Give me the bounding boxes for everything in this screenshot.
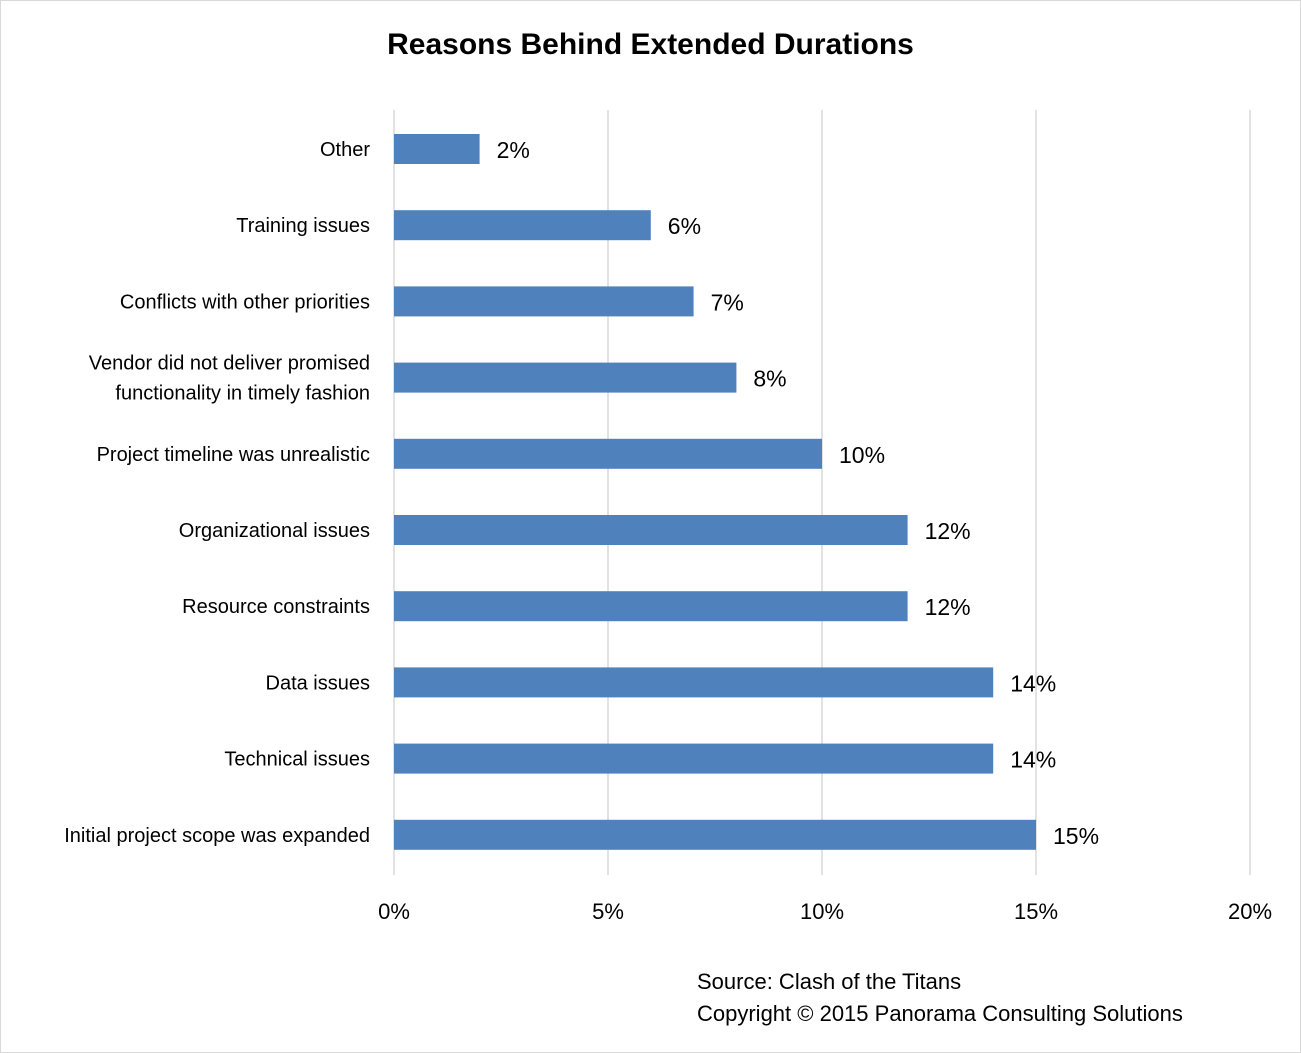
bar-training-issues xyxy=(394,210,651,241)
x-tick-label-5: 5% xyxy=(592,899,624,924)
data-label-conflicts-with-other-priorities: 7% xyxy=(711,289,744,315)
category-label-data-issues: Data issues xyxy=(266,672,371,694)
category-label-other: Other xyxy=(320,139,370,161)
bar-data-issues xyxy=(394,667,994,698)
category-labels: Other Training issues Conflicts with other… xyxy=(64,139,370,847)
category-label-training-issues: Training issues xyxy=(236,215,370,237)
category-label-conflicts-with-other-priorities: Conflicts with other priorities xyxy=(120,291,370,313)
data-label-other: 2% xyxy=(497,137,530,163)
copyright-note: Copyright © 2015 Panorama Consulting Sol… xyxy=(697,1001,1183,1026)
data-label-technical-issues: 14% xyxy=(1010,747,1056,773)
data-label-data-issues: 14% xyxy=(1010,670,1056,696)
x-axis-tick-labels: 0% 5% 10% 15% 20% xyxy=(378,899,1272,924)
category-label-initial-project-scope-was-expanded: Initial project scope was expanded xyxy=(64,825,370,847)
category-label-technical-issues: Technical issues xyxy=(224,749,370,771)
category-label-project-timeline-was-unrealistic: Project timeline was unrealistic xyxy=(97,444,370,466)
bar-other xyxy=(394,134,480,164)
x-tick-label-15: 15% xyxy=(1014,899,1058,924)
category-label-vendor-did-not-deliver-promised-functionality-in-timely-fashion: Vendor did not deliver promised functiona… xyxy=(89,353,370,405)
data-labels: 2% 6% 7% 8% 10% 12% 12% 14% 14% 15% xyxy=(497,137,1099,849)
bar-technical-issues xyxy=(394,743,994,774)
data-label-training-issues: 6% xyxy=(668,213,701,239)
bar-vendor-did-not-deliver-promised-functionality-in-timely-fashion xyxy=(394,362,737,393)
bar-resource-constraints xyxy=(394,591,908,622)
bar-conflicts-with-other-priorities xyxy=(394,286,694,317)
x-tick-label-0: 0% xyxy=(378,899,410,924)
bar-project-timeline-was-unrealistic xyxy=(394,438,822,469)
data-label-vendor-did-not-deliver-promised-functionality-in-timely-fashion: 8% xyxy=(753,366,786,392)
bars xyxy=(394,134,1036,850)
x-tick-label-10: 10% xyxy=(800,899,844,924)
data-label-organizational-issues: 12% xyxy=(925,518,971,544)
bar-initial-project-scope-was-expanded xyxy=(394,819,1036,850)
data-label-resource-constraints: 12% xyxy=(925,594,971,620)
category-label-organizational-issues: Organizational issues xyxy=(179,520,370,542)
x-tick-label-20: 20% xyxy=(1228,899,1272,924)
source-note: Source: Clash of the Titans xyxy=(697,969,962,994)
category-label-resource-constraints: Resource constraints xyxy=(182,596,370,618)
chart-title: Reasons Behind Extended Durations xyxy=(387,28,914,61)
data-label-initial-project-scope-was-expanded: 15% xyxy=(1053,823,1099,849)
data-label-project-timeline-was-unrealistic: 10% xyxy=(839,442,885,468)
bar-organizational-issues xyxy=(394,515,908,545)
